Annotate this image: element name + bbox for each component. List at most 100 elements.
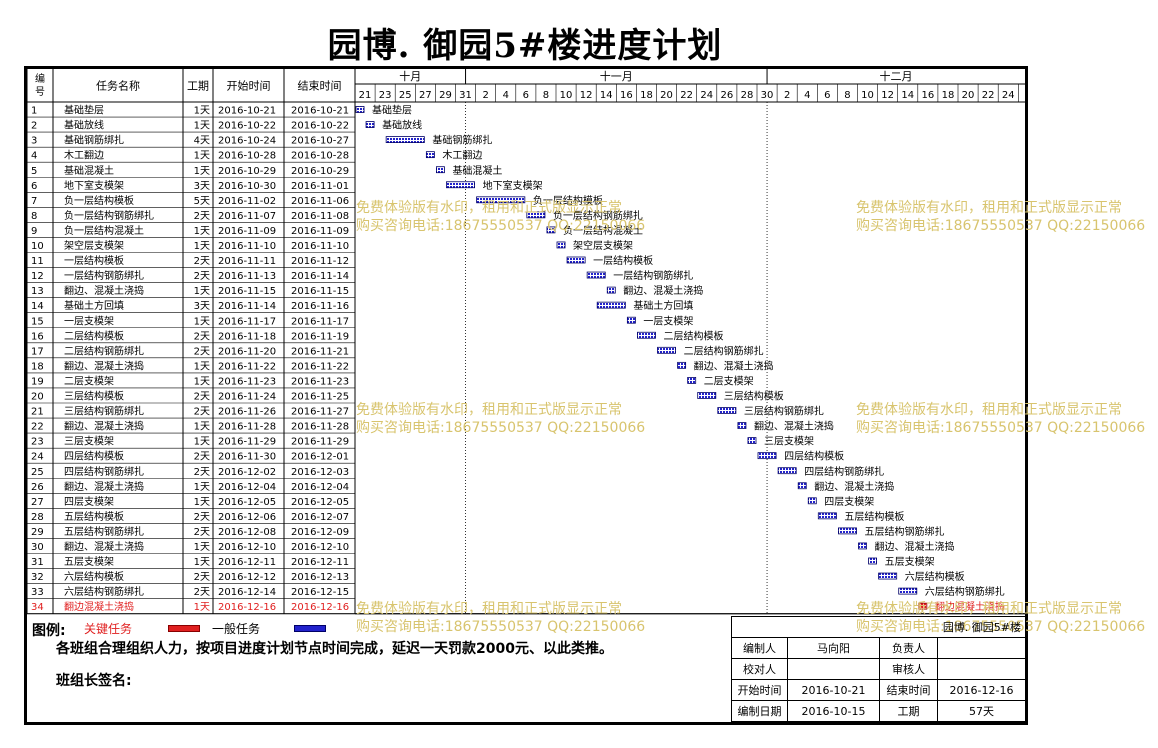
task-name: 三层支模架 bbox=[64, 436, 114, 448]
task-start: 2016-12-12 bbox=[218, 572, 276, 583]
task-bar-label: 五层结构模板 bbox=[844, 510, 904, 523]
task-no: 5 bbox=[31, 166, 37, 177]
day-label: 4 bbox=[503, 90, 509, 101]
task-end: 2016-10-29 bbox=[291, 166, 349, 177]
task-no: 10 bbox=[31, 241, 44, 252]
task-no: 34 bbox=[31, 602, 44, 613]
task-no: 26 bbox=[31, 482, 44, 493]
task-end: 2016-11-25 bbox=[291, 392, 349, 403]
task-end: 2016-11-09 bbox=[291, 226, 349, 237]
task-bar-label: 翻边混凝土浇捣 bbox=[935, 600, 1005, 613]
info-owner-label: 负责人 bbox=[879, 637, 938, 659]
task-bar bbox=[747, 437, 757, 445]
task-end: 2016-12-15 bbox=[291, 587, 349, 598]
day-label: 23 bbox=[379, 90, 392, 101]
task-no: 2 bbox=[31, 121, 37, 132]
task-start: 2016-11-28 bbox=[218, 422, 276, 433]
task-start: 2016-12-05 bbox=[218, 497, 276, 508]
day-label: 14 bbox=[901, 90, 914, 101]
task-bar bbox=[838, 527, 857, 535]
task-duration: 1天 bbox=[194, 241, 210, 252]
task-start: 2016-11-13 bbox=[218, 271, 276, 282]
day-label: 12 bbox=[881, 90, 894, 101]
task-no: 7 bbox=[31, 196, 37, 207]
task-bar bbox=[677, 361, 687, 369]
task-bar-label: 基础钢筋绑扎 bbox=[432, 134, 492, 147]
task-no: 31 bbox=[31, 557, 44, 568]
task-bar bbox=[556, 241, 566, 249]
task-bar-label: 二层支模架 bbox=[704, 375, 754, 387]
task-bar bbox=[737, 422, 747, 429]
task-bar bbox=[757, 452, 777, 460]
day-label: 28 bbox=[741, 90, 754, 101]
task-no: 22 bbox=[31, 422, 44, 433]
task-no: 12 bbox=[31, 271, 44, 282]
legend-critical-swatch bbox=[168, 625, 200, 632]
day-label: 2 bbox=[784, 90, 790, 101]
task-duration: 5天 bbox=[194, 196, 210, 207]
header-name: 任务名称 bbox=[96, 79, 140, 93]
task-name: 五层支模架 bbox=[64, 556, 114, 568]
task-bar-label: 翻边、混凝土浇捣 bbox=[875, 540, 955, 553]
info-checker-label: 校对人 bbox=[731, 658, 788, 680]
task-bar-label: 三层结构钢筋绑扎 bbox=[744, 405, 824, 418]
info-reviewer-label: 审核人 bbox=[879, 658, 938, 680]
task-bar-label: 负一层结构混凝土 bbox=[563, 224, 643, 237]
task-end: 2016-11-27 bbox=[291, 407, 349, 418]
task-duration: 1天 bbox=[194, 376, 210, 387]
task-name: 负一层结构混凝土 bbox=[64, 224, 144, 237]
task-bar bbox=[878, 572, 898, 580]
task-end: 2016-11-22 bbox=[291, 361, 349, 372]
task-no: 16 bbox=[31, 331, 44, 342]
task-bar bbox=[858, 542, 867, 550]
task-bar bbox=[657, 346, 677, 354]
task-bar-label: 一层结构钢筋绑扎 bbox=[613, 269, 693, 282]
task-bar bbox=[637, 331, 656, 339]
task-bar-label: 六层结构钢筋绑扎 bbox=[925, 585, 1005, 598]
task-end: 2016-12-05 bbox=[291, 497, 349, 508]
task-bar bbox=[918, 602, 928, 610]
task-name: 五层结构钢筋绑扎 bbox=[64, 525, 144, 538]
task-start: 2016-10-30 bbox=[218, 181, 276, 192]
task-name: 翻边混凝土浇捣 bbox=[64, 600, 134, 613]
task-name: 四层结构钢筋绑扎 bbox=[64, 465, 144, 478]
task-no: 32 bbox=[31, 572, 44, 583]
task-end: 2016-12-10 bbox=[291, 542, 349, 553]
gantt-frame bbox=[24, 66, 1028, 725]
task-duration: 2天 bbox=[194, 587, 210, 598]
task-duration: 1天 bbox=[194, 316, 210, 327]
legend-normal-label: 一般任务 bbox=[212, 622, 261, 636]
task-name: 翻边、混凝土浇捣 bbox=[64, 284, 144, 297]
task-name: 一层结构模板 bbox=[64, 254, 124, 267]
task-duration: 1天 bbox=[194, 497, 210, 508]
task-bar-label: 地下室支模架 bbox=[483, 179, 543, 192]
task-duration: 2天 bbox=[194, 452, 210, 463]
task-name: 六层结构钢筋绑扎 bbox=[64, 585, 144, 598]
task-name: 基础放线 bbox=[64, 119, 104, 132]
task-bar bbox=[807, 497, 817, 505]
task-bar bbox=[606, 286, 616, 294]
info-end-label: 结束时间 bbox=[879, 679, 938, 701]
task-end: 2016-10-21 bbox=[291, 106, 349, 117]
task-start: 2016-10-24 bbox=[218, 136, 276, 147]
task-end: 2016-10-28 bbox=[291, 151, 349, 162]
task-no: 27 bbox=[31, 497, 44, 508]
day-label: 27 bbox=[419, 90, 432, 101]
task-bar-label: 基础放线 bbox=[382, 119, 422, 132]
info-editor: 马向阳 bbox=[787, 637, 880, 659]
task-end: 2016-11-21 bbox=[291, 346, 349, 357]
task-bar-label: 二层结构钢筋绑扎 bbox=[684, 344, 764, 357]
task-bar-label: 负一层结构钢筋绑扎 bbox=[553, 209, 643, 222]
task-start: 2016-11-07 bbox=[218, 211, 276, 222]
day-label: 10 bbox=[560, 90, 573, 101]
task-name: 二层结构模板 bbox=[64, 329, 124, 342]
task-bar-label: 六层结构模板 bbox=[905, 570, 965, 583]
task-bar bbox=[546, 226, 556, 234]
task-end: 2016-11-08 bbox=[291, 211, 349, 222]
task-bar-label: 翻边、混凝土浇捣 bbox=[694, 359, 774, 372]
task-bar-label: 二层结构模板 bbox=[664, 329, 724, 342]
task-start: 2016-11-29 bbox=[218, 437, 276, 448]
task-bar-label: 四层支模架 bbox=[824, 496, 874, 508]
task-no: 25 bbox=[31, 467, 44, 478]
